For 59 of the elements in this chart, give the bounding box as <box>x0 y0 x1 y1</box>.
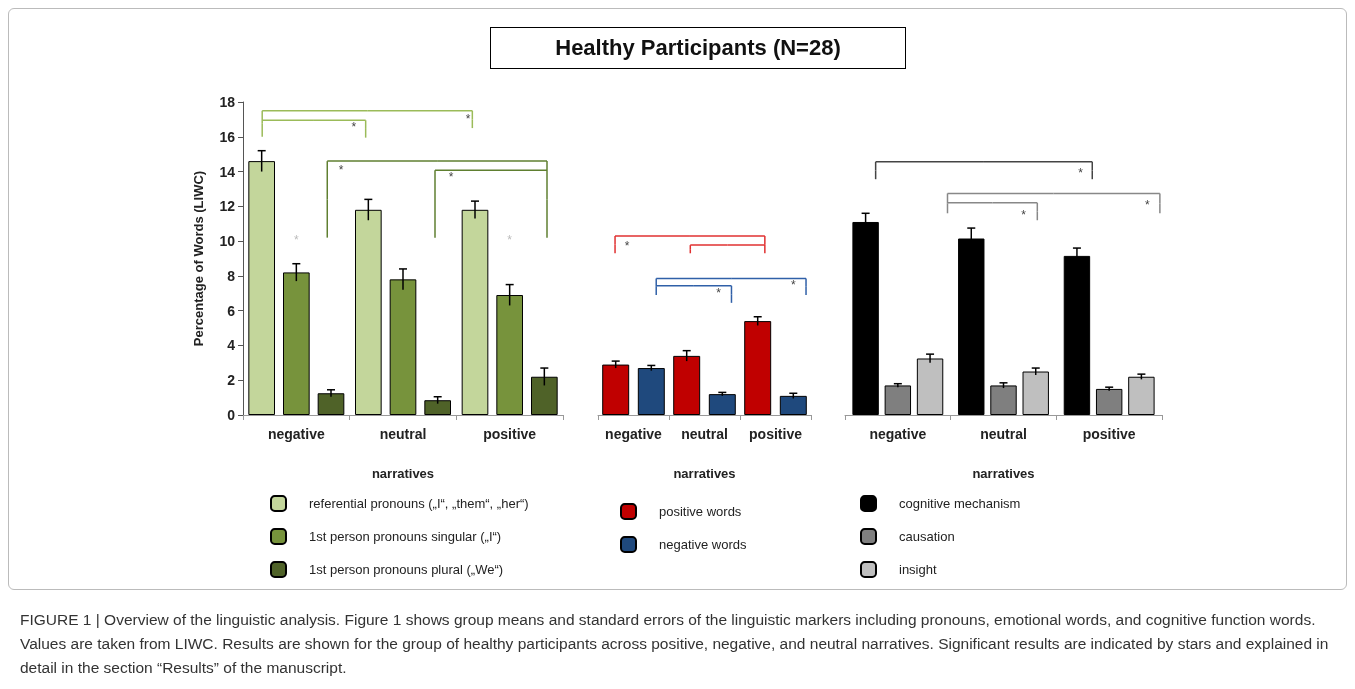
x-axis-title: narratives <box>371 466 435 481</box>
annotation: * <box>1021 208 1027 223</box>
y-tick-label: 8 <box>227 267 236 284</box>
legend-label: 1st person pronouns singular („I“) <box>309 529 502 544</box>
y-tick-label: 0 <box>227 407 236 423</box>
legend-label: negative words <box>659 537 747 552</box>
bar <box>637 368 665 415</box>
annotation: * <box>716 286 722 301</box>
bar <box>1128 376 1155 415</box>
annotation: * <box>448 170 454 185</box>
y-tick-label: 18 <box>219 94 236 110</box>
x-axis-title: narratives <box>972 466 1035 481</box>
chart-title: Healthy Participants (N=28) <box>490 27 906 69</box>
y-tick-label: 16 <box>219 128 236 145</box>
y-tick-label: 6 <box>227 302 236 319</box>
bar <box>779 395 807 415</box>
x-tick-label: negative <box>869 426 927 442</box>
x-tick-label: negative <box>267 426 325 442</box>
bar <box>1095 388 1123 415</box>
bar <box>602 364 630 415</box>
y-axis-title: Percentage of Words (LIWC) <box>191 170 206 347</box>
x-tick-label: positive <box>749 426 803 442</box>
annotation: * <box>351 119 357 134</box>
annotation: * <box>294 233 299 248</box>
legend-label: 1st person pronouns plural („We“) <box>309 562 504 577</box>
legend-label: causation <box>899 529 955 544</box>
x-tick-label: positive <box>483 426 537 442</box>
bar <box>916 358 944 415</box>
annotation: * <box>624 239 630 254</box>
x-axis-title: narratives <box>673 466 736 481</box>
bar <box>317 393 345 415</box>
x-tick-label: positive <box>1082 426 1136 442</box>
x-tick-label: neutral <box>379 426 427 442</box>
annotation: * <box>465 111 471 126</box>
caption: FIGURE 1 | Overview of the linguistic analysis. Figure 1 shows group means and standard errors of the linguistic markers including pronouns, emotional words, and cognitive function words. Values are taken from LIWC. Results are shown for the group of healthy participants across positive, negative, and neutral narratives. Significant results are indicated by stars and explained in detail in the section “Results” of the manuscript. <box>20 610 1330 678</box>
annotation: * <box>1078 166 1084 181</box>
x-tick-label: negative <box>605 426 663 442</box>
x-tick-label: neutral <box>980 426 1027 442</box>
bar <box>708 394 736 415</box>
y-tick-label: 4 <box>227 337 236 354</box>
legend-label: cognitive mechanism <box>899 496 1021 511</box>
y-tick-label: 2 <box>227 372 236 389</box>
y-tick-label: 10 <box>219 233 236 250</box>
annotation: * <box>507 233 513 248</box>
x-tick-label: neutral <box>681 426 728 442</box>
bar <box>744 321 772 415</box>
bar <box>1022 371 1049 415</box>
legend-label: positive words <box>659 504 742 519</box>
bar <box>424 400 451 415</box>
bar <box>990 385 1017 415</box>
y-tick-label: 12 <box>219 198 236 215</box>
annotation: * <box>338 162 344 177</box>
bar <box>673 355 701 415</box>
y-tick-label: 14 <box>219 163 236 180</box>
annotation: * <box>1144 197 1150 212</box>
legend-label: referential pronouns („I“, „them“, „her“) <box>309 496 529 511</box>
bar <box>884 385 912 415</box>
legend-label: insight <box>899 562 937 577</box>
annotation: * <box>790 278 796 293</box>
